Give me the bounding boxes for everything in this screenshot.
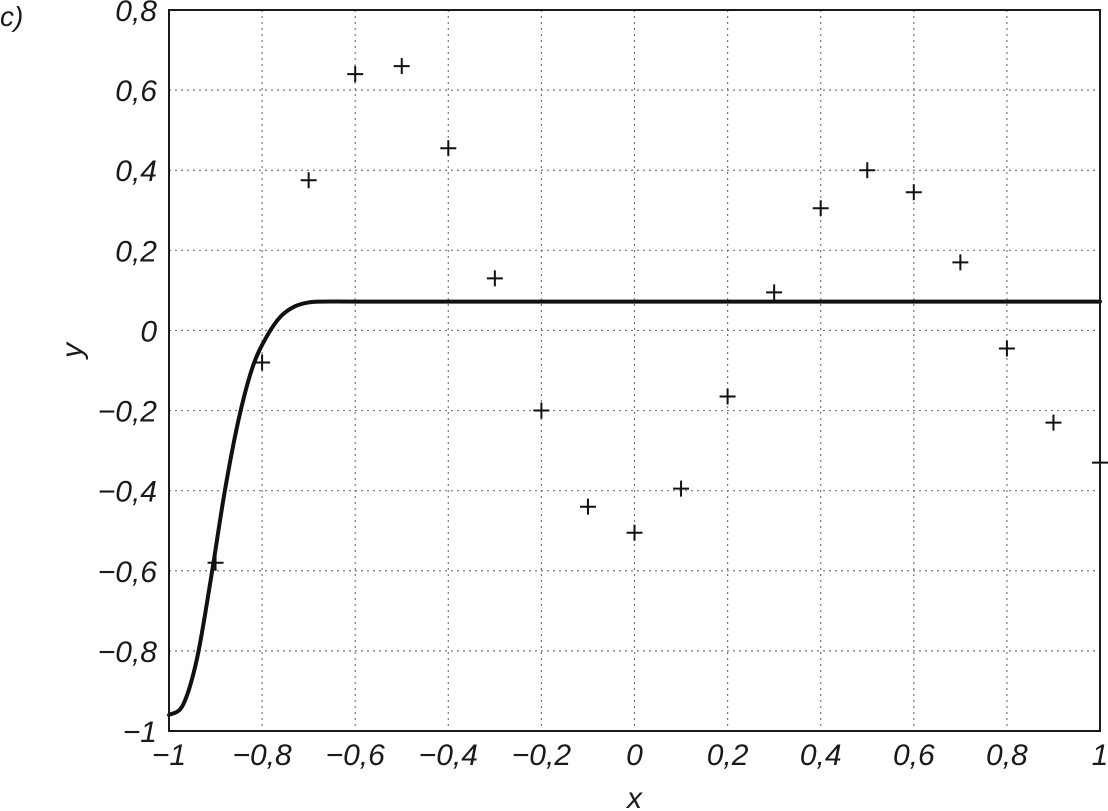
y-tick-label: 0,2: [115, 235, 157, 268]
data-point-marker: [347, 66, 364, 83]
plot-frame: [168, 9, 1101, 732]
data-point-marker: [812, 200, 829, 217]
x-tick-label: −0,2: [512, 739, 572, 772]
fit-curve: [167, 299, 1102, 717]
fit-curve-layer: [167, 299, 1102, 717]
y-tick-label: 0,8: [115, 0, 157, 28]
x-tick-label: 0,6: [893, 739, 935, 772]
data-point-marker: [579, 498, 596, 515]
x-tick-label: −1: [152, 739, 186, 772]
y-tick-label: −0,4: [98, 476, 157, 509]
data-point-marker: [766, 284, 783, 301]
x-tick-label: 1: [1092, 739, 1108, 772]
x-tick-label: 0,2: [707, 739, 749, 772]
x-tick-labels: −1 −0,8 −0,6 −0,4 −0,2 0 0,2 0,4 0,6 0,8 1: [152, 739, 1108, 772]
grid: [169, 10, 1100, 731]
y-axis-title: y: [56, 341, 89, 360]
y-tick-label: −0,2: [98, 396, 158, 429]
data-point-marker: [998, 340, 1015, 357]
data-point-marker: [673, 480, 690, 497]
data-point-marker: [207, 554, 224, 571]
x-tick-label: −0,4: [419, 739, 478, 772]
data-point-marker: [440, 140, 457, 157]
data-point-marker: [859, 162, 876, 179]
y-tick-label: −0,6: [98, 556, 158, 589]
y-tick-label: 0: [140, 315, 157, 348]
data-point-marker: [952, 254, 969, 271]
data-point-marker: [1045, 414, 1062, 431]
data-point-marker: [533, 402, 550, 419]
x-tick-label: 0,8: [986, 739, 1028, 772]
y-tick-label: 0,6: [115, 75, 157, 108]
y-tick-label: −0,8: [98, 636, 158, 669]
x-tick-label: −0,6: [326, 739, 386, 772]
y-tick-label: 0,4: [115, 155, 157, 188]
data-point-marker: [300, 172, 317, 189]
x-tick-label: −0,8: [232, 739, 292, 772]
y-tick-labels: −1 −0,8 −0,6 −0,4 −0,2 0 0,2 0,4 0,6 0,8: [98, 0, 158, 749]
data-point-marker: [254, 354, 271, 371]
data-point-marker: [719, 388, 736, 405]
y-tick-label: −1: [123, 716, 157, 749]
data-point-marker: [486, 270, 503, 287]
x-axis-title: x: [625, 782, 643, 811]
panel-label: c): [0, 1, 23, 32]
x-tick-label: 0,4: [800, 739, 842, 772]
data-point-marker: [393, 58, 410, 75]
data-points: [207, 58, 1108, 571]
data-point-marker: [905, 184, 922, 201]
data-point-marker: [626, 524, 643, 541]
x-tick-label: 0: [626, 739, 643, 772]
